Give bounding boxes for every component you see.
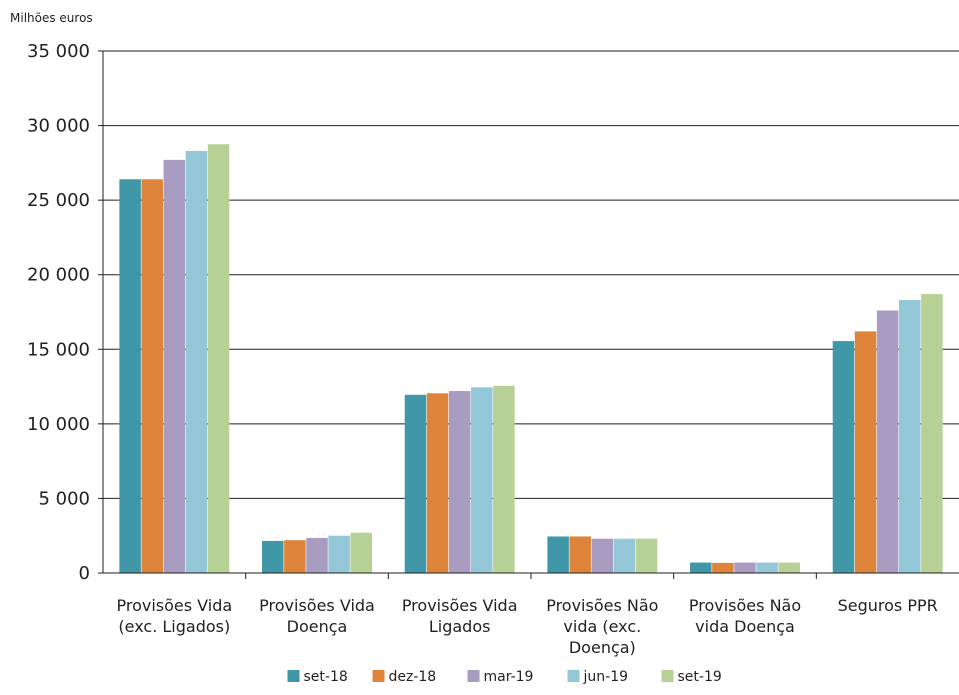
x-category-label-line: (exc. Ligados) <box>118 617 230 636</box>
x-category-label-line: Provisões Vida <box>116 596 232 615</box>
bar-jun-19 <box>328 536 350 573</box>
x-category-label: Provisões Vida Doença <box>259 596 375 636</box>
x-category-label: Provisões Vida (exc. Ligados) <box>116 596 232 636</box>
x-category-label: Provisões Não vida Doença <box>689 596 801 636</box>
bar-dez-18 <box>427 393 449 573</box>
y-tick-label: 30 000 <box>27 116 90 137</box>
x-category-label: Provisões Vida Ligados <box>402 596 518 636</box>
y-axis: 0 5 000 10 000 15 000 20 000 25 000 30 000 35 0… <box>27 41 103 584</box>
legend-label-mar-19: mar-19 <box>484 669 534 685</box>
legend-swatch-jun-19 <box>568 670 580 682</box>
y-tick-label: 5 000 <box>38 488 90 509</box>
bar-set-18 <box>262 541 284 573</box>
y-tick-label: 25 000 <box>27 190 90 211</box>
bar-set-19 <box>921 294 943 573</box>
bar-set-18 <box>119 179 141 573</box>
bar-dez-18 <box>569 536 591 573</box>
y-tick-label: 15 000 <box>27 339 90 360</box>
bar-set-19 <box>778 563 800 573</box>
x-category-label-line: Seguros PPR <box>838 596 938 615</box>
bar-set-19 <box>636 539 658 573</box>
bar-dez-18 <box>284 540 306 573</box>
unit-label: Milhões euros <box>10 11 93 25</box>
x-category-label-line: Provisões Vida <box>402 596 518 615</box>
gridlines <box>103 51 959 498</box>
x-category-label-line: Doença) <box>569 638 636 657</box>
bar-dez-18 <box>855 331 877 573</box>
legend-swatch-set-19 <box>662 670 674 682</box>
x-category-label: Provisões Não vida (exc. Doença) <box>546 596 658 657</box>
x-axis: Provisões Vida (exc. Ligados)Provisões Vi… <box>103 573 959 657</box>
bar-jun-19 <box>186 151 208 573</box>
legend-label-dez-18: dez-18 <box>389 669 437 685</box>
legend-swatch-set-18 <box>288 670 300 682</box>
bar-mar-19 <box>877 311 899 573</box>
legend-swatch-mar-19 <box>468 670 480 682</box>
bars <box>119 144 942 573</box>
legend-label-jun-19: jun-19 <box>583 669 629 685</box>
y-tick-label: 10 000 <box>27 414 90 435</box>
bar-set-18 <box>547 536 569 573</box>
bar-mar-19 <box>164 160 186 573</box>
bar-mar-19 <box>734 563 756 573</box>
bar-mar-19 <box>592 539 614 573</box>
bar-jun-19 <box>471 387 493 573</box>
bar-jun-19 <box>756 563 778 573</box>
x-category-label-line: Provisões Não <box>546 596 658 615</box>
bar-dez-18 <box>712 563 734 573</box>
bar-set-19 <box>208 144 230 573</box>
bar-jun-19 <box>614 539 636 573</box>
x-category-label-line: vida Doença <box>695 617 795 636</box>
bar-set-18 <box>690 563 712 573</box>
x-category-label-line: Doença <box>287 617 348 636</box>
bar-mar-19 <box>306 538 328 573</box>
legend: set-18 dez-18 mar-19 jun-19 set-19 <box>288 669 722 685</box>
bar-jun-19 <box>899 300 921 573</box>
bar-mar-19 <box>449 391 471 573</box>
legend-label-set-18: set-18 <box>304 669 348 685</box>
y-tick-label: 35 000 <box>27 41 90 62</box>
y-tick-label: 20 000 <box>27 265 90 286</box>
bar-dez-18 <box>141 179 163 573</box>
x-category-label-line: Provisões Não <box>689 596 801 615</box>
x-category-label-line: Provisões Vida <box>259 596 375 615</box>
bar-set-19 <box>493 386 515 573</box>
bar-set-19 <box>350 533 372 573</box>
y-tick-label: 0 <box>79 563 90 584</box>
x-category-label-line: Ligados <box>429 617 491 636</box>
legend-label-set-19: set-19 <box>678 669 722 685</box>
bar-set-18 <box>405 395 427 573</box>
x-category-label-line: vida (exc. <box>563 617 641 636</box>
x-category-label: Seguros PPR <box>838 596 938 615</box>
legend-swatch-dez-18 <box>373 670 385 682</box>
bar-set-18 <box>833 341 855 573</box>
